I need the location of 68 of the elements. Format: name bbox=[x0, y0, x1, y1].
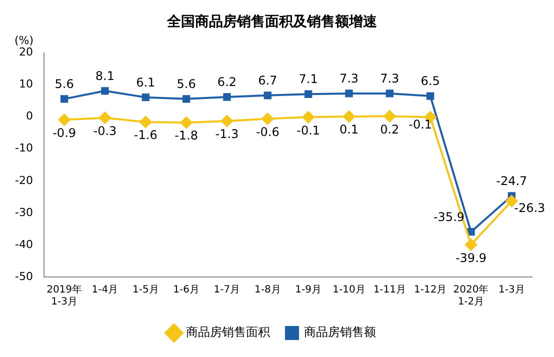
data-label: -39.9 bbox=[455, 250, 487, 265]
x-tick-label: 1-6月 bbox=[173, 284, 200, 296]
y-tick-label: -50 bbox=[15, 270, 33, 283]
point bbox=[140, 116, 152, 128]
data-label: -24.7 bbox=[496, 174, 528, 188]
data-label: 6.2 bbox=[217, 75, 237, 90]
point bbox=[386, 90, 394, 98]
data-label: -1.8 bbox=[174, 128, 198, 143]
data-label: 0.1 bbox=[339, 122, 359, 137]
data-label: 7.3 bbox=[339, 72, 359, 86]
point bbox=[223, 93, 231, 101]
data-label: 5.6 bbox=[54, 77, 74, 92]
x-tick-label: 1-3月 bbox=[498, 284, 525, 296]
point bbox=[384, 110, 396, 122]
y-tick-label: -40 bbox=[15, 238, 33, 251]
point bbox=[426, 92, 434, 100]
x-tick-label: 1-5月 bbox=[132, 284, 159, 296]
data-label: -0.1 bbox=[296, 123, 320, 138]
x-tick-label: 1-4月 bbox=[92, 284, 118, 296]
y-tick-label: 10 bbox=[18, 78, 33, 91]
data-label: -0.9 bbox=[52, 126, 76, 140]
point bbox=[262, 112, 274, 125]
point bbox=[304, 90, 312, 98]
data-label: 6.7 bbox=[258, 74, 278, 88]
data-label: 7.1 bbox=[298, 72, 318, 86]
point bbox=[58, 114, 70, 126]
point bbox=[345, 90, 353, 98]
point bbox=[264, 92, 272, 100]
x-tick-label: 1-12月 bbox=[414, 284, 447, 296]
point bbox=[180, 116, 192, 129]
point bbox=[342, 110, 355, 123]
x-tick-label: 1-11月 bbox=[373, 284, 406, 296]
data-label: 6.1 bbox=[136, 75, 156, 90]
y-tick-label: -20 bbox=[15, 174, 33, 187]
point bbox=[142, 93, 150, 102]
x-tick-label: 2019年 1-3月 bbox=[46, 284, 82, 308]
data-label: 0.2 bbox=[380, 122, 400, 136]
x-tick-label: 2020年 1-2月 bbox=[453, 284, 489, 308]
y-tick-label: -30 bbox=[15, 206, 33, 219]
x-tick-label: 1-7月 bbox=[214, 284, 240, 296]
point bbox=[101, 87, 109, 95]
point bbox=[98, 112, 111, 124]
data-label: -0.1 bbox=[408, 117, 432, 132]
point bbox=[464, 238, 477, 251]
data-label: 7.3 bbox=[380, 72, 400, 86]
y-tick-label: 0 bbox=[26, 110, 33, 123]
x-tick-label: 1-8月 bbox=[254, 284, 281, 296]
legend-label: 商品房销售额 bbox=[304, 325, 376, 340]
point bbox=[467, 228, 475, 236]
chart-title: 全国商品房销售面积及销售额增速 bbox=[166, 13, 378, 30]
x-tick-label: 1-9月 bbox=[295, 284, 322, 296]
data-label: -0.6 bbox=[256, 124, 280, 139]
data-label: -1.3 bbox=[215, 127, 239, 142]
data-label: -1.6 bbox=[134, 128, 158, 142]
point bbox=[220, 115, 233, 128]
point bbox=[302, 111, 314, 124]
data-label: -0.3 bbox=[93, 124, 117, 138]
x-tick-label: 1-10月 bbox=[332, 284, 366, 296]
y-axis-title: (%) bbox=[14, 34, 34, 48]
data-label: 6.5 bbox=[420, 74, 440, 88]
data-label: 8.1 bbox=[95, 69, 115, 84]
y-tick-label: -10 bbox=[15, 142, 33, 155]
point bbox=[182, 95, 190, 103]
point bbox=[60, 95, 68, 103]
data-label: 5.6 bbox=[176, 77, 196, 92]
data-label: -26.3 bbox=[514, 201, 546, 216]
y-tick-label: 20 bbox=[18, 46, 33, 59]
legend-label: 商品房销售面积 bbox=[186, 325, 270, 340]
